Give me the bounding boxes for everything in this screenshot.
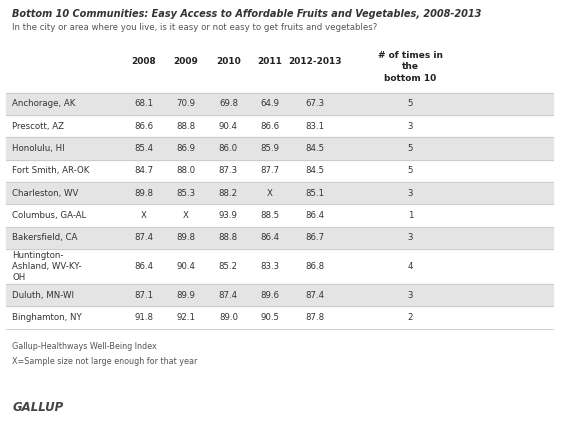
Text: 87.4: 87.4 [305,291,324,300]
Text: 86.4: 86.4 [305,211,324,220]
Text: Fort Smith, AR-OK: Fort Smith, AR-OK [12,166,90,175]
Text: 2009: 2009 [174,57,199,66]
Text: 69.8: 69.8 [219,99,238,108]
Text: Bottom 10 Communities: Easy Access to Affordable Fruits and Vegetables, 2008-201: Bottom 10 Communities: Easy Access to Af… [12,9,482,20]
Text: X=Sample size not large enough for that year: X=Sample size not large enough for that … [12,357,198,366]
Text: 87.4: 87.4 [219,291,238,300]
Text: X: X [141,211,147,220]
Text: 2010: 2010 [216,57,241,66]
Text: 3: 3 [408,189,413,198]
Text: 86.4: 86.4 [134,262,153,271]
Text: 4: 4 [408,262,413,271]
Text: 91.8: 91.8 [134,313,153,322]
Text: 84.7: 84.7 [134,166,153,175]
Text: 2011: 2011 [257,57,282,66]
Text: 89.8: 89.8 [134,189,153,198]
Text: Prescott, AZ: Prescott, AZ [12,122,64,130]
Text: 5: 5 [408,166,413,175]
Text: 87.4: 87.4 [134,233,153,242]
Text: 3: 3 [408,233,413,242]
Text: 86.6: 86.6 [134,122,153,130]
Text: X: X [183,211,189,220]
Text: 86.6: 86.6 [260,122,279,130]
Text: 3: 3 [408,291,413,300]
Text: 87.8: 87.8 [305,313,324,322]
Text: 86.7: 86.7 [305,233,324,242]
Text: 86.4: 86.4 [260,233,279,242]
Text: 86.9: 86.9 [177,144,196,153]
Text: 67.3: 67.3 [305,99,324,108]
Text: Columbus, GA-AL: Columbus, GA-AL [12,211,87,220]
Text: 88.8: 88.8 [219,233,238,242]
Text: Binghamton, NY: Binghamton, NY [12,313,82,322]
Text: 84.5: 84.5 [305,144,324,153]
Text: 90.5: 90.5 [260,313,279,322]
Text: In the city or area where you live, is it easy or not easy to get fruits and veg: In the city or area where you live, is i… [12,23,378,32]
Text: 2008: 2008 [131,57,156,66]
Text: 68.1: 68.1 [134,99,153,108]
Text: X: X [267,189,272,198]
Text: Duluth, MN-WI: Duluth, MN-WI [12,291,74,300]
Text: 85.3: 85.3 [177,189,196,198]
Text: Gallup-Healthways Well-Being Index: Gallup-Healthways Well-Being Index [12,342,157,351]
Text: 3: 3 [408,122,413,130]
Text: 86.8: 86.8 [305,262,324,271]
Text: 85.9: 85.9 [260,144,279,153]
Text: Charleston, WV: Charleston, WV [12,189,79,198]
Text: 88.8: 88.8 [177,122,196,130]
Text: Anchorage, AK: Anchorage, AK [12,99,76,108]
Text: 83.3: 83.3 [260,262,279,271]
Text: 85.4: 85.4 [134,144,153,153]
Text: 87.3: 87.3 [219,166,238,175]
Text: 5: 5 [408,99,413,108]
Text: 70.9: 70.9 [177,99,196,108]
Text: 89.9: 89.9 [177,291,196,300]
Text: 87.7: 87.7 [260,166,279,175]
Text: # of times in
the
bottom 10: # of times in the bottom 10 [378,51,443,83]
Text: 92.1: 92.1 [177,313,196,322]
Text: 89.0: 89.0 [219,313,238,322]
Text: 88.5: 88.5 [260,211,279,220]
Text: 90.4: 90.4 [177,262,196,271]
Text: 2012-2013: 2012-2013 [288,57,341,66]
Text: 90.4: 90.4 [219,122,238,130]
Text: 87.1: 87.1 [134,291,153,300]
Text: 2: 2 [408,313,413,322]
Text: Bakersfield, CA: Bakersfield, CA [12,233,78,242]
Text: 85.2: 85.2 [219,262,238,271]
Text: 86.0: 86.0 [219,144,238,153]
Text: 88.2: 88.2 [219,189,238,198]
Text: 88.0: 88.0 [177,166,196,175]
Text: 89.6: 89.6 [260,291,279,300]
Text: 83.1: 83.1 [305,122,324,130]
Text: 93.9: 93.9 [219,211,238,220]
Text: 5: 5 [408,144,413,153]
Text: 84.5: 84.5 [305,166,324,175]
Text: Huntington-
Ashland, WV-KY-
OH: Huntington- Ashland, WV-KY- OH [12,251,82,282]
Text: 64.9: 64.9 [260,99,279,108]
Text: 89.8: 89.8 [177,233,196,242]
Text: 85.1: 85.1 [305,189,324,198]
Text: Honolulu, HI: Honolulu, HI [12,144,65,153]
Text: 1: 1 [408,211,413,220]
Text: GALLUP: GALLUP [12,401,64,414]
